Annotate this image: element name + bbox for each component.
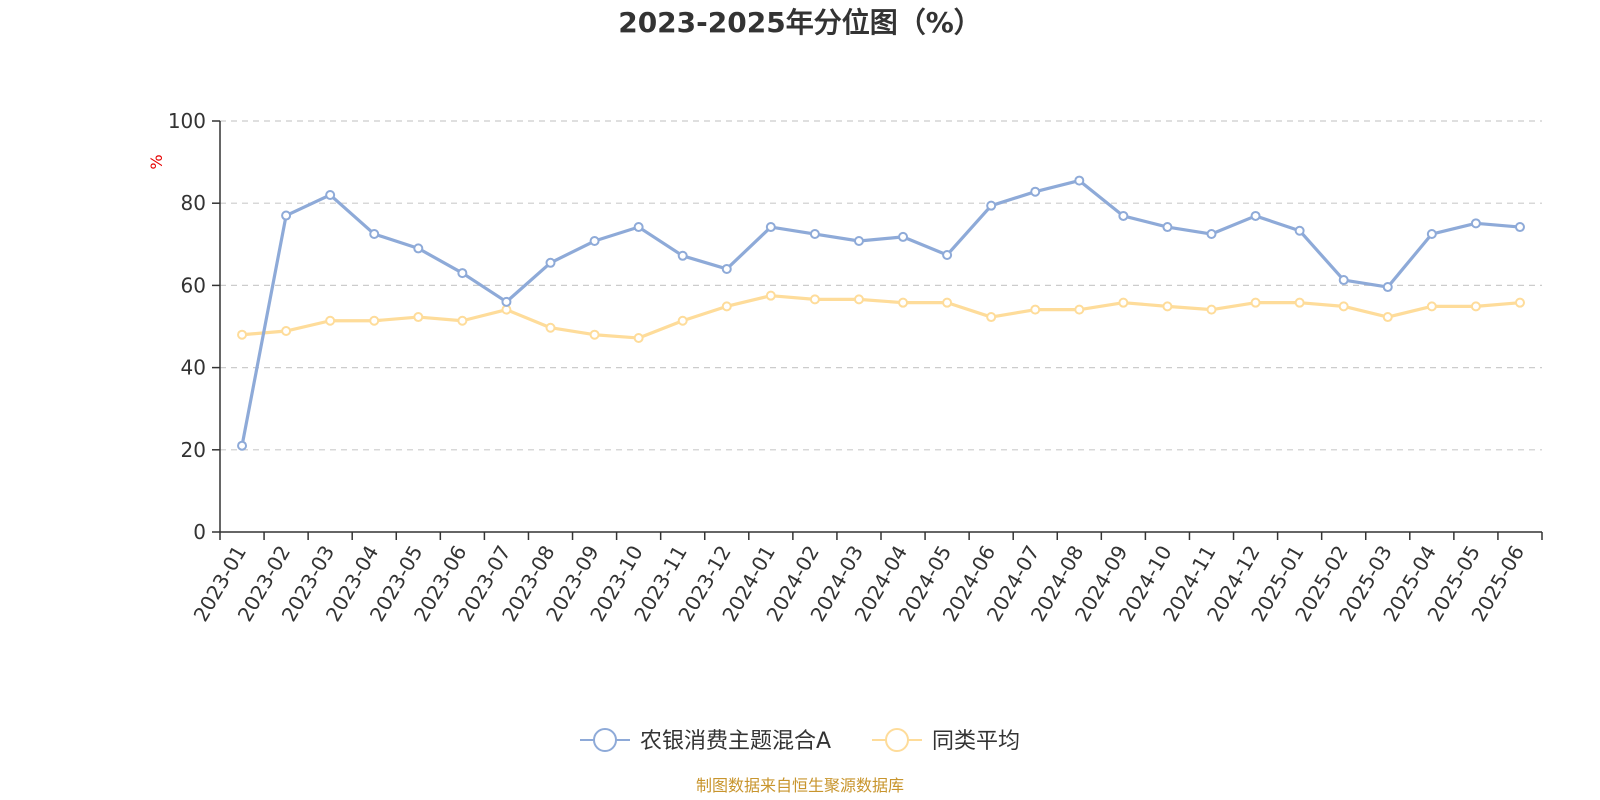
y-tick-label: 0 (193, 520, 206, 544)
legend-label: 同类平均 (932, 729, 1020, 754)
data-point[interactable] (677, 315, 688, 326)
data-point[interactable] (1250, 297, 1261, 308)
data-point[interactable] (677, 250, 688, 261)
data-point[interactable] (633, 222, 644, 233)
data-point[interactable] (1514, 297, 1525, 308)
data-point[interactable] (589, 329, 600, 340)
series-line (240, 294, 1522, 340)
x-tick-labels: 2023-012023-022023-032023-042023-052023-… (189, 541, 1530, 625)
data-point[interactable] (721, 263, 732, 274)
axes (212, 120, 1543, 540)
data-point[interactable] (237, 440, 248, 451)
data-point[interactable] (898, 231, 909, 242)
legend-label: 农银消费主题混合A (640, 729, 831, 754)
data-point[interactable] (281, 326, 292, 337)
series-0 (237, 175, 1525, 451)
y-tick-label: 80 (181, 191, 206, 215)
legend-circle-icon (593, 728, 617, 752)
legend-item-0[interactable]: 农银消费主题混合A (580, 728, 831, 754)
data-point[interactable] (325, 315, 336, 326)
y-tick-label: 100 (168, 109, 206, 133)
y-tick-label: 20 (181, 438, 206, 462)
data-point[interactable] (1118, 210, 1129, 221)
data-point[interactable] (986, 312, 997, 323)
data-point[interactable] (237, 329, 248, 340)
y-tick-label: 60 (181, 273, 206, 297)
data-point[interactable] (809, 294, 820, 305)
data-point[interactable] (1162, 301, 1173, 312)
data-point[interactable] (1338, 275, 1349, 286)
data-point[interactable] (765, 222, 776, 233)
legend-item-1[interactable]: 同类平均 (872, 728, 1020, 754)
data-point[interactable] (1294, 297, 1305, 308)
data-source-note: 制图数据来自恒生聚源数据库 (696, 776, 904, 795)
data-point[interactable] (457, 268, 468, 279)
data-point[interactable] (325, 189, 336, 200)
data-point[interactable] (369, 229, 380, 240)
data-point[interactable] (721, 301, 732, 312)
data-point[interactable] (1426, 301, 1437, 312)
data-point[interactable] (281, 210, 292, 221)
legend[interactable]: 农银消费主题混合A 同类平均 (580, 728, 1020, 754)
data-point[interactable] (1382, 282, 1393, 293)
data-point[interactable] (1206, 304, 1217, 315)
data-point[interactable] (1030, 186, 1041, 197)
data-point[interactable] (501, 296, 512, 307)
data-point[interactable] (1294, 225, 1305, 236)
data-point[interactable] (942, 297, 953, 308)
data-point[interactable] (898, 297, 909, 308)
grid-lines (220, 120, 1542, 451)
data-point[interactable] (1338, 301, 1349, 312)
data-point[interactable] (1382, 312, 1393, 323)
data-point[interactable] (765, 290, 776, 301)
data-point[interactable] (545, 322, 556, 333)
data-point[interactable] (589, 236, 600, 247)
series-line (240, 179, 1522, 448)
data-point[interactable] (853, 236, 864, 247)
data-point[interactable] (1206, 229, 1217, 240)
data-point[interactable] (853, 294, 864, 305)
data-point[interactable] (413, 243, 424, 254)
data-point[interactable] (545, 257, 556, 268)
data-point[interactable] (1074, 304, 1085, 315)
y-tick-labels: 0 20 40 60 80 100 (168, 109, 206, 544)
data-point[interactable] (942, 249, 953, 260)
data-point[interactable] (1250, 210, 1261, 221)
data-point[interactable] (986, 200, 997, 211)
y-axis-unit-label: % (147, 154, 166, 169)
chart-title: 2023-2025年分位图（%） (618, 6, 982, 39)
data-point[interactable] (457, 315, 468, 326)
data-point[interactable] (1030, 304, 1041, 315)
data-point[interactable] (1514, 222, 1525, 233)
series-1 (237, 290, 1525, 344)
data-point[interactable] (1162, 222, 1173, 233)
data-point[interactable] (633, 333, 644, 344)
data-point[interactable] (369, 315, 380, 326)
series (237, 175, 1525, 451)
data-point[interactable] (1426, 229, 1437, 240)
data-point[interactable] (501, 304, 512, 315)
y-tick-label: 40 (181, 356, 206, 380)
data-point[interactable] (413, 312, 424, 323)
data-point[interactable] (1470, 301, 1481, 312)
data-point[interactable] (1074, 175, 1085, 186)
data-point[interactable] (809, 229, 820, 240)
legend-circle-icon (885, 728, 909, 752)
data-point[interactable] (1470, 218, 1481, 229)
data-point[interactable] (1118, 297, 1129, 308)
